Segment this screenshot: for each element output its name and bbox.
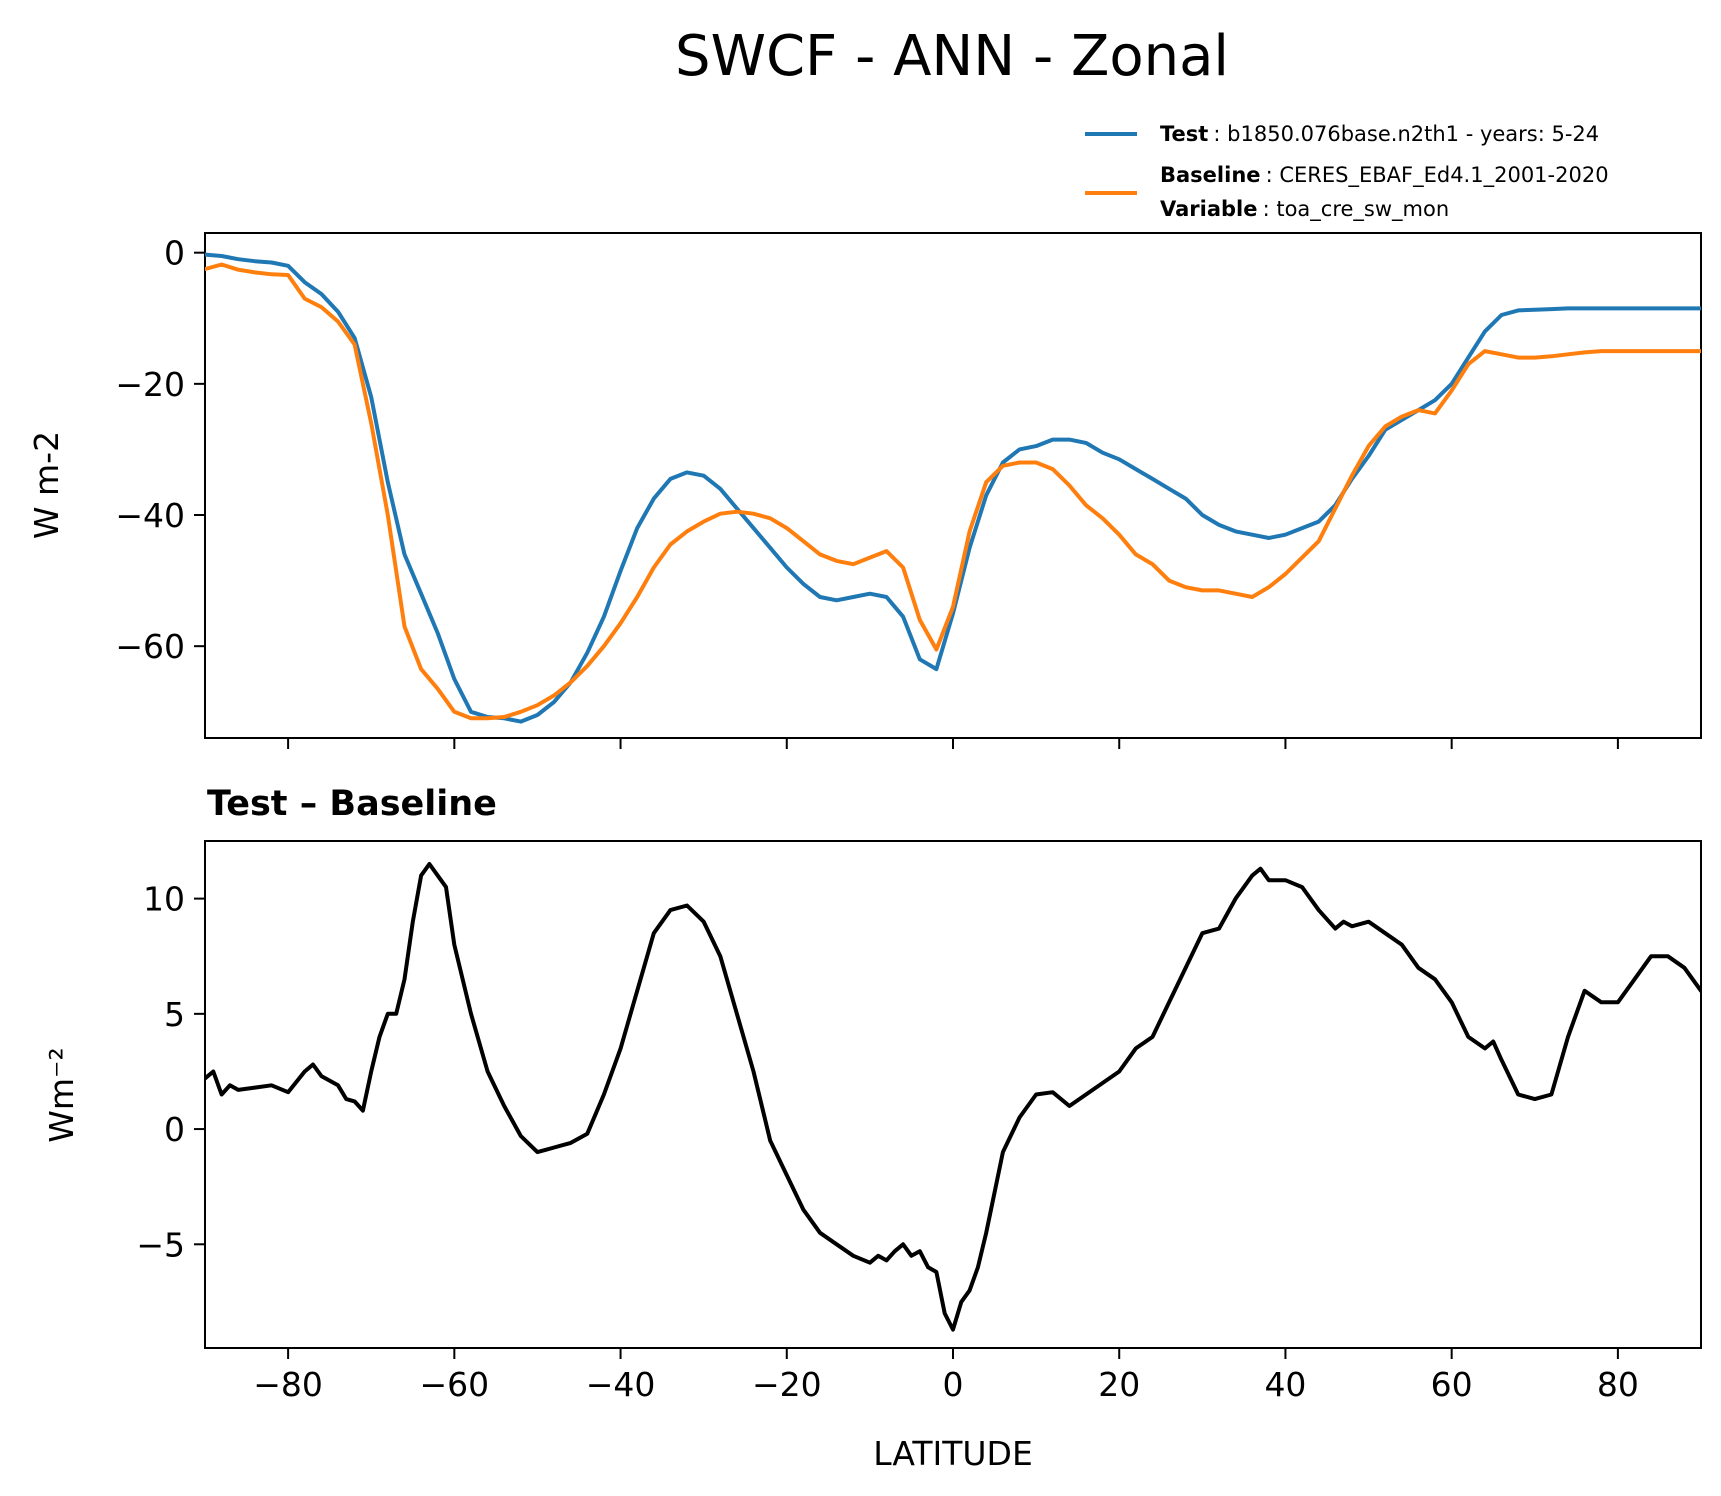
legend: Test : b1850.076base.n2th1 - years: 5-24… [1085, 122, 1609, 222]
x-tick-label: 40 [1264, 1365, 1306, 1404]
bottom-y-tick-label: 5 [164, 995, 185, 1034]
bottom-y-tick-label: 0 [164, 1110, 185, 1149]
x-tick-label: −60 [420, 1365, 490, 1404]
legend-baseline-key: Baseline [1160, 163, 1261, 187]
x-tick-label: 80 [1597, 1365, 1639, 1404]
top-y-tick-label: −20 [115, 365, 185, 404]
x-tick-label: 20 [1098, 1365, 1140, 1404]
legend-variable-entry: Variable : toa_cre_sw_mon [1160, 197, 1449, 222]
legend-test-key: Test [1160, 122, 1208, 146]
top-y-tick-label: 0 [164, 234, 185, 273]
series-line-test [205, 252, 1701, 724]
legend-variable-value: : toa_cre_sw_mon [1263, 197, 1450, 222]
x-tick-label: 60 [1431, 1365, 1473, 1404]
legend-baseline-entry: Baseline : CERES_EBAF_Ed4.1_2001-2020 [1160, 163, 1609, 188]
legend-test-value: : b1850.076base.n2th1 - years: 5-24 [1213, 122, 1599, 146]
series-line-baseline [205, 262, 1701, 721]
legend-baseline-value: : CERES_EBAF_Ed4.1_2001-2020 [1266, 163, 1609, 188]
bottom-panel: Test – Baseline Wm⁻² LATITUDE −80 −60 −40 −… [42, 784, 1702, 1473]
top-y-axis-label: W m-2 [27, 431, 66, 539]
x-tick-label: −80 [253, 1365, 323, 1404]
legend-variable-key: Variable [1160, 197, 1257, 221]
legend-test-entry: Test : b1850.076base.n2th1 - years: 5-24 [1160, 122, 1599, 146]
bottom-y-tick-label: −5 [136, 1225, 185, 1264]
bottom-y-tick-label: 10 [143, 880, 185, 919]
x-tick-label: −40 [586, 1365, 656, 1404]
x-tick-label: 0 [943, 1365, 964, 1404]
chart-title: SWCF - ANN - Zonal [675, 24, 1229, 89]
difference-panel-title: Test – Baseline [207, 784, 497, 824]
x-tick-label: −20 [752, 1365, 822, 1404]
top-y-tick-label: −40 [115, 496, 185, 535]
bottom-series-group [205, 862, 1701, 1332]
x-axis-label: LATITUDE [873, 1434, 1033, 1473]
top-panel: W m-2 0 −20 −40 −60 [27, 232, 1702, 749]
bottom-y-axis-label: Wm⁻² [42, 1047, 81, 1142]
top-series-group [205, 252, 1701, 724]
series-line-diff [205, 862, 1701, 1332]
top-y-tick-label: −60 [115, 627, 185, 666]
